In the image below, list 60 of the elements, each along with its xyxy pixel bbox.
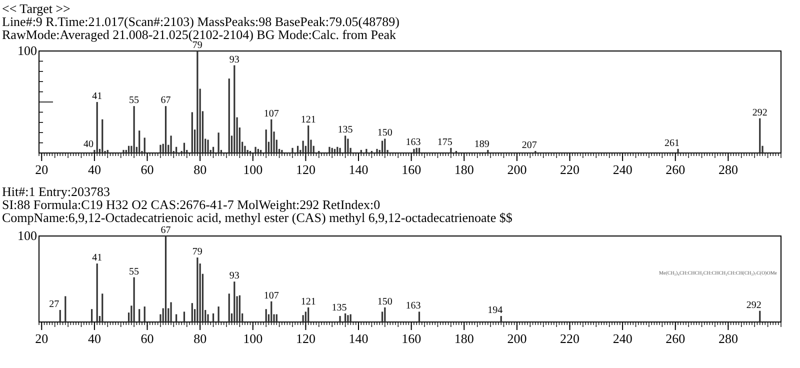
x-tick-label: 260	[666, 331, 686, 346]
x-tick-label: 160	[402, 331, 422, 346]
x-tick-label: 40	[88, 331, 101, 346]
annotation: 93	[229, 270, 240, 282]
x-tick-label: 60	[140, 331, 154, 346]
annotation: 41	[92, 91, 102, 102]
annotation: 163	[406, 300, 421, 312]
x-tick-label: 140	[348, 331, 368, 346]
annotation: 121	[300, 114, 316, 126]
x-tick-label: 80	[194, 331, 207, 346]
annotation: 67	[160, 95, 171, 106]
annotation: 121	[300, 296, 316, 308]
x-tick-label: 140	[348, 162, 368, 177]
annotation: 261	[664, 138, 680, 149]
annotation: 40	[83, 138, 94, 150]
text: 100	[18, 228, 37, 243]
annotation: 93	[229, 54, 240, 66]
annotation: 79	[192, 40, 202, 51]
annotation: 55	[129, 266, 140, 278]
annotation: 135	[332, 302, 347, 314]
x-tick-label: 20	[35, 331, 48, 346]
x-tick-label: 280	[718, 331, 738, 346]
x-tick-label: 60	[140, 162, 154, 177]
annotation: 107	[264, 108, 279, 120]
annotation: 79	[192, 246, 202, 258]
annotation: 107	[264, 290, 279, 302]
x-tick-label: 120	[296, 162, 316, 177]
annotation: 292	[752, 107, 768, 118]
annotation: 150	[377, 128, 392, 139]
annotation: 27	[49, 298, 60, 310]
x-tick-label: 260	[666, 162, 686, 177]
annotation: 292	[746, 300, 762, 311]
annotation: 67	[160, 225, 171, 236]
annotation: 194	[488, 304, 503, 316]
x-tick-label: 200	[507, 331, 527, 346]
x-tick-label: 40	[88, 162, 101, 177]
chart-title: << Target >>	[2, 1, 70, 16]
x-tick-label: 280	[718, 162, 738, 177]
x-tick-label: 220	[560, 331, 580, 346]
chart-title: Hit#:1 Entry:203783	[2, 184, 110, 199]
x-tick-label: 160	[402, 162, 422, 177]
x-tick-label: 200	[507, 162, 527, 177]
annotation: 207	[522, 140, 537, 151]
annotation: 55	[129, 95, 140, 106]
x-tick-label: 180	[454, 331, 474, 346]
x-tick-label: 20	[35, 162, 48, 177]
annotation: 163	[406, 136, 421, 148]
x-tick-label: 240	[612, 162, 632, 177]
annotation: 135	[338, 124, 353, 136]
x-tick-label: 220	[560, 162, 580, 177]
x-tick-label: 80	[194, 162, 207, 177]
x-tick-label: 100	[243, 162, 263, 177]
annotation: 175	[437, 136, 452, 148]
x-tick-label: 240	[612, 331, 632, 346]
x-tick-label: 180	[454, 162, 474, 177]
annotation: 150	[377, 296, 392, 308]
annotation: 41	[92, 252, 102, 264]
x-tick-label: 100	[243, 331, 263, 346]
annotation: 189	[474, 138, 490, 150]
x-tick-label: 120	[296, 331, 316, 346]
